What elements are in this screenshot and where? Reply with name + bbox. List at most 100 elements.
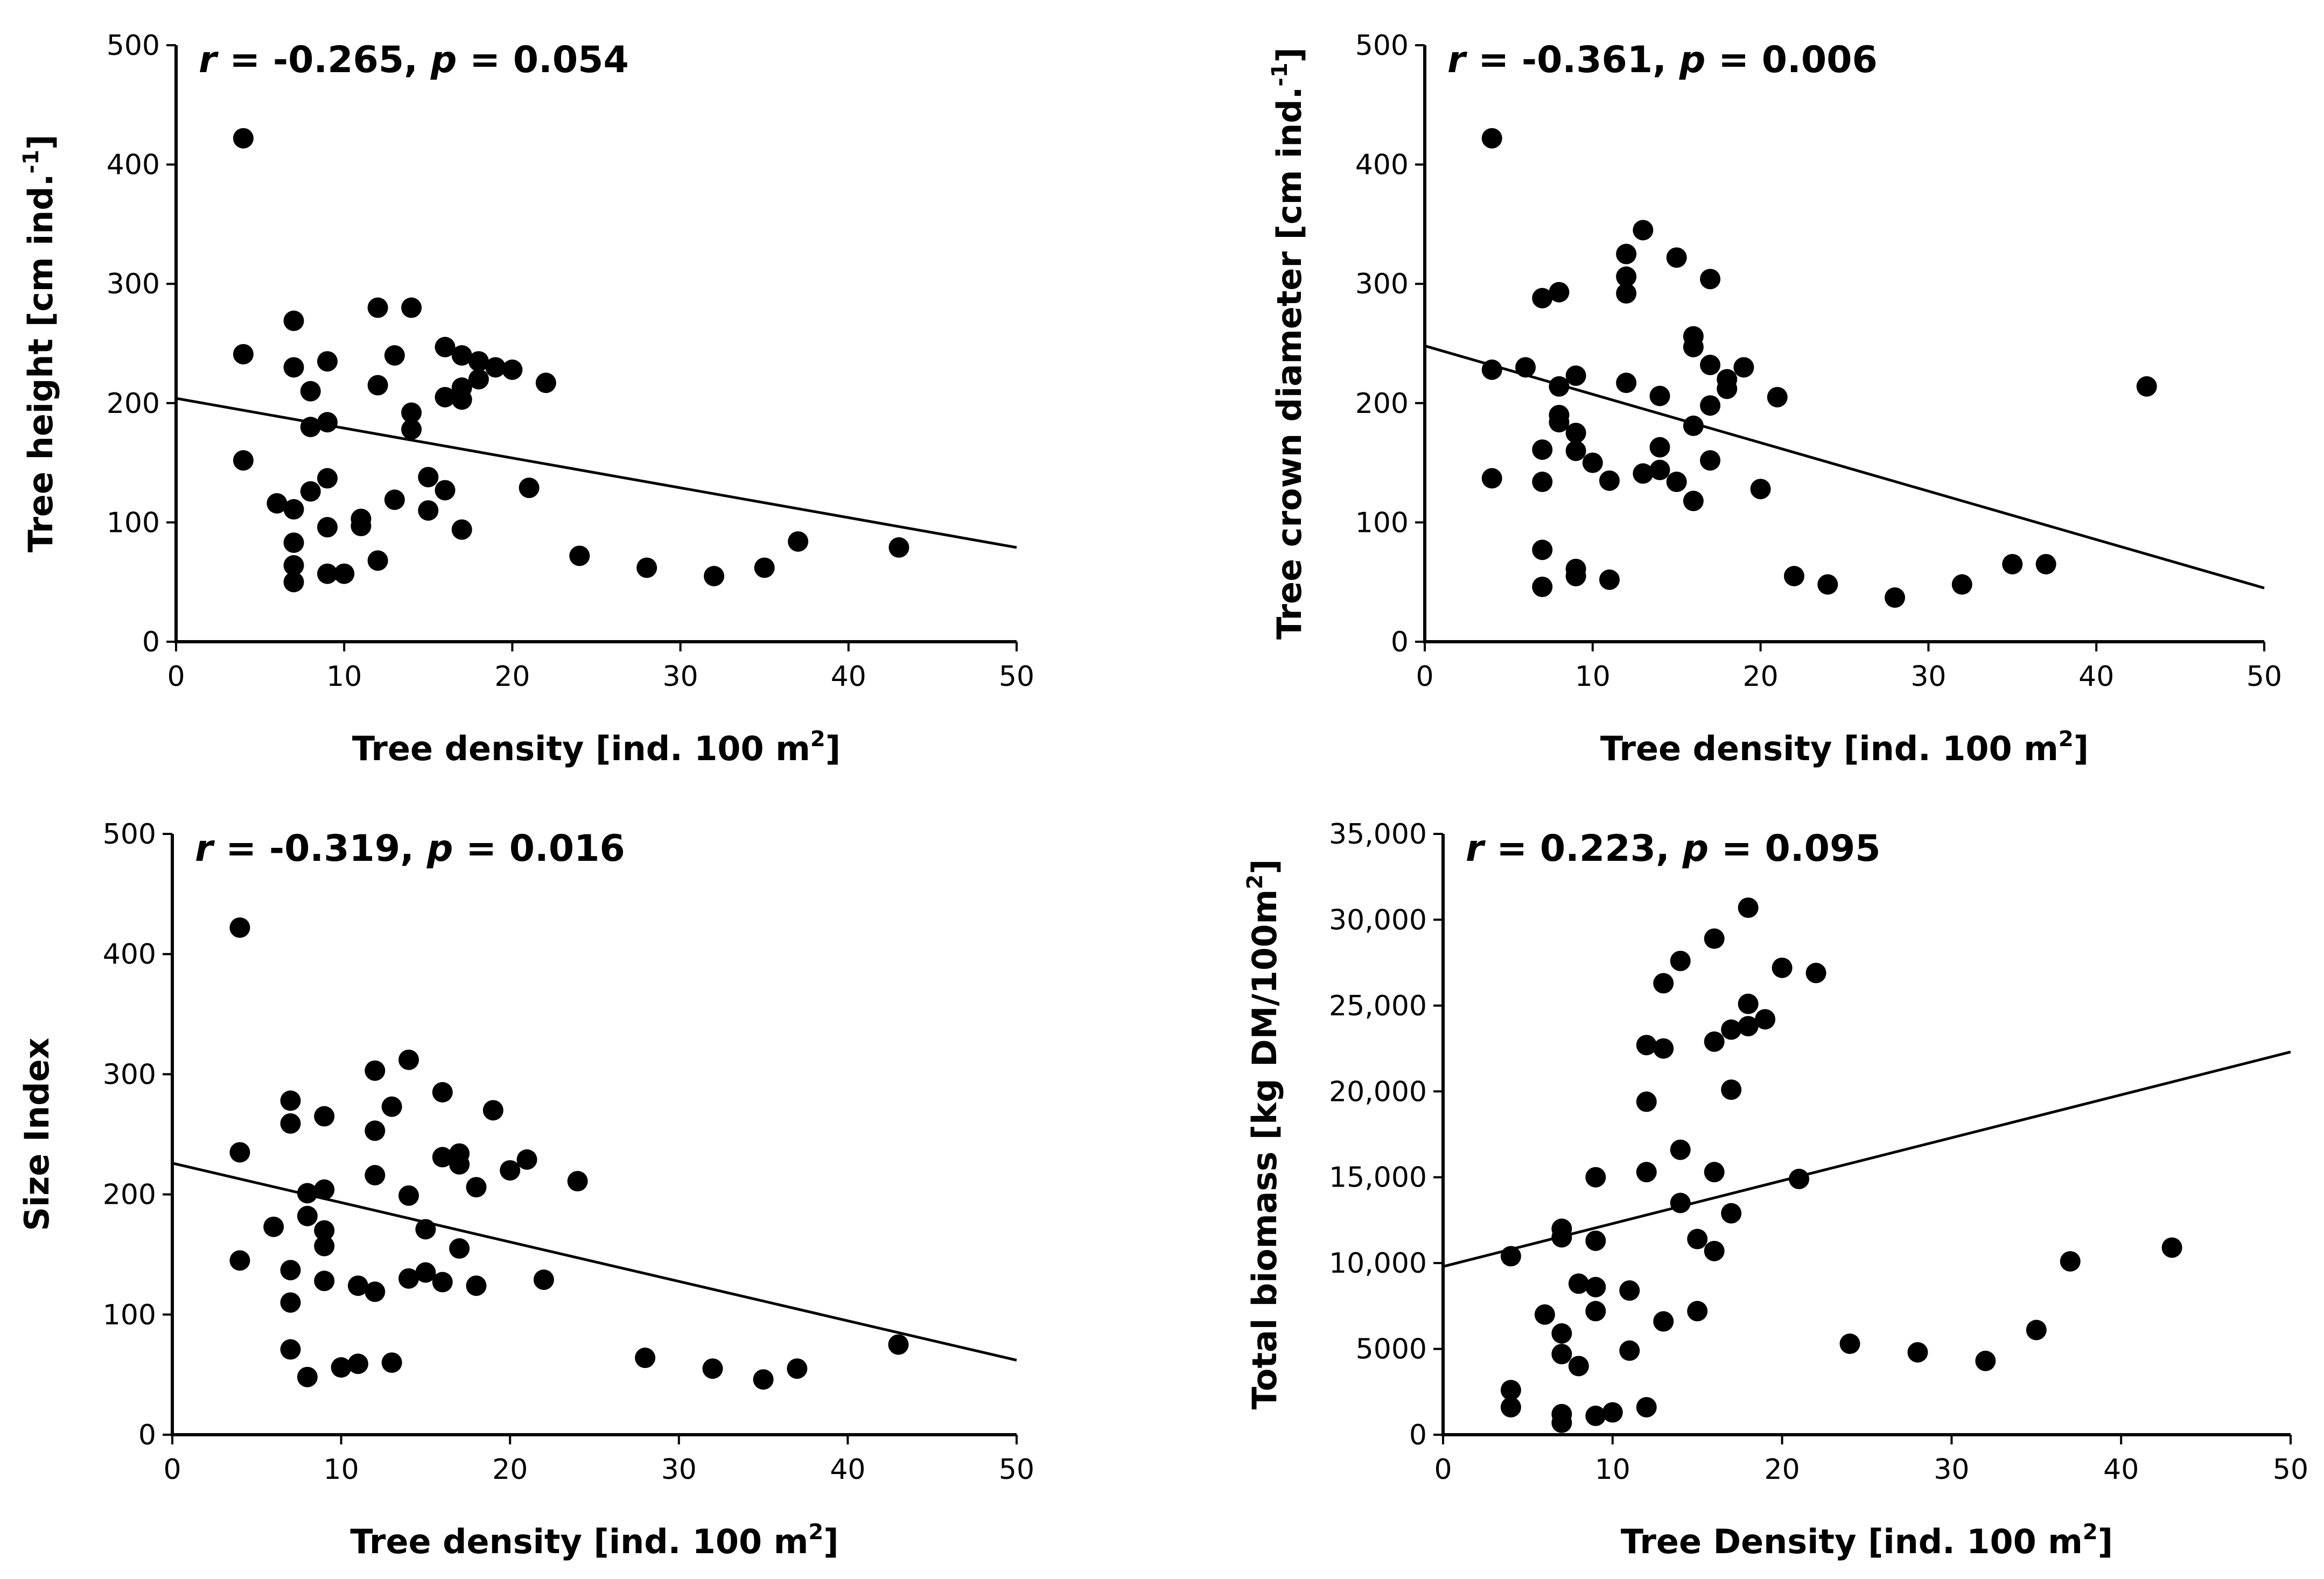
- data-point: [334, 563, 355, 584]
- data-point: [1599, 470, 1620, 491]
- data-point: [1951, 574, 1972, 595]
- data-point: [1885, 587, 1906, 608]
- data-point: [1582, 452, 1603, 473]
- data-point: [2161, 1237, 2182, 1258]
- data-point: [398, 1185, 419, 1206]
- data-point: [365, 1120, 386, 1141]
- x-tick-label: 10: [326, 661, 362, 693]
- y-tick-label: 15,000: [1329, 1162, 1427, 1194]
- x-tick-label: 50: [999, 661, 1034, 693]
- stat-r-symbol: r: [1447, 39, 1468, 81]
- data-point: [365, 1164, 386, 1185]
- data-point: [418, 467, 439, 488]
- data-point: [415, 1262, 436, 1283]
- data-point: [449, 1238, 470, 1259]
- x-tick-label: 30: [661, 1454, 697, 1486]
- y-tick-label: 200: [1355, 388, 1409, 420]
- data-point: [229, 1250, 250, 1271]
- x-axis-title: Tree density [ind. 100 m2]: [352, 727, 841, 768]
- x-axis-title-text: Tree density [ind. 100 m: [350, 1522, 808, 1561]
- data-point: [468, 369, 489, 390]
- data-point: [331, 1357, 352, 1378]
- data-point: [1738, 1016, 1759, 1037]
- x-tick-label: 20: [1765, 1454, 1800, 1486]
- data-point: [1532, 539, 1553, 560]
- data-point: [1721, 1079, 1742, 1100]
- data-point: [283, 532, 304, 553]
- data-point: [233, 343, 254, 364]
- x-axis-title-sup: 2: [810, 727, 825, 752]
- y-tick-label: 25,000: [1329, 990, 1427, 1022]
- data-point: [1549, 412, 1570, 433]
- data-point: [1565, 558, 1586, 579]
- x-axis-title-end: ]: [825, 729, 841, 768]
- data-point: [635, 1348, 656, 1369]
- data-point: [535, 373, 556, 394]
- y-tick-label: 0: [142, 626, 160, 658]
- data-point: [314, 1271, 335, 1292]
- data-point: [888, 537, 909, 558]
- y-axis-title-sup: 2: [1243, 874, 1268, 889]
- data-point: [1805, 963, 1826, 984]
- stat-r-value: = -0.361,: [1466, 39, 1679, 81]
- data-point: [1549, 376, 1570, 397]
- data-point: [1653, 1311, 1674, 1332]
- data-point: [367, 375, 388, 396]
- data-point: [297, 1205, 318, 1226]
- data-point: [351, 516, 372, 537]
- data-point: [1585, 1301, 1606, 1322]
- data-point: [300, 481, 321, 502]
- data-point: [1585, 1230, 1606, 1251]
- y-axis-title-text: Tree crown diameter [cm ind.: [1270, 87, 1309, 640]
- data-point: [1839, 1334, 1860, 1355]
- x-tick-label: 50: [999, 1454, 1034, 1486]
- data-point: [415, 1219, 436, 1240]
- x-axis-title-sup: 2: [2059, 727, 2074, 752]
- y-axis-title: Tree height [cm ind.-1]: [19, 135, 60, 552]
- data-point: [466, 1177, 487, 1198]
- x-tick-label: 0: [167, 661, 185, 693]
- data-point: [1700, 450, 1721, 471]
- data-point: [317, 517, 338, 538]
- data-point: [449, 1154, 470, 1175]
- stat-r-value: = -0.265,: [217, 39, 431, 81]
- x-tick-label: 10: [324, 1454, 359, 1486]
- y-tick-label: 100: [1355, 507, 1409, 539]
- stat-r-symbol: r: [195, 827, 215, 870]
- data-point: [317, 468, 338, 489]
- data-point: [365, 1281, 386, 1302]
- data-point: [1975, 1350, 1996, 1371]
- y-tick-label: 200: [107, 388, 160, 420]
- data-point: [1633, 463, 1654, 484]
- stat-r-symbol: r: [199, 39, 219, 81]
- stat-p-value: = 0.054: [457, 39, 628, 81]
- stat-r-value: = -0.319,: [213, 827, 427, 870]
- stat-r-value: = 0.223,: [1484, 827, 1683, 870]
- data-point: [317, 563, 338, 584]
- y-tick-label: 500: [1355, 30, 1409, 62]
- y-axis-title-end: ]: [1270, 47, 1309, 62]
- data-point: [1481, 128, 1502, 149]
- x-tick-label: 30: [1910, 661, 1946, 693]
- x-tick-label: 30: [1934, 1454, 1969, 1486]
- data-point: [280, 1260, 301, 1281]
- data-point: [297, 1183, 318, 1204]
- data-point: [398, 1268, 419, 1289]
- y-tick-label: 200: [103, 1179, 156, 1211]
- data-point: [418, 500, 439, 521]
- data-point: [314, 1220, 335, 1241]
- x-axis-title-text: Tree Density [ind. 100 m: [1621, 1522, 2083, 1561]
- y-tick-label: 100: [107, 507, 160, 539]
- data-point: [365, 1060, 386, 1081]
- data-point: [500, 1160, 521, 1181]
- stat-p-value: = 0.095: [1709, 827, 1880, 870]
- data-point: [1619, 1340, 1640, 1361]
- data-point: [233, 128, 254, 149]
- data-point: [1532, 439, 1553, 460]
- data-point: [233, 450, 254, 471]
- stat-p-symbol: p: [1679, 39, 1706, 81]
- y-tick-label: 0: [1391, 626, 1409, 658]
- data-point: [367, 550, 388, 571]
- data-point: [704, 566, 725, 587]
